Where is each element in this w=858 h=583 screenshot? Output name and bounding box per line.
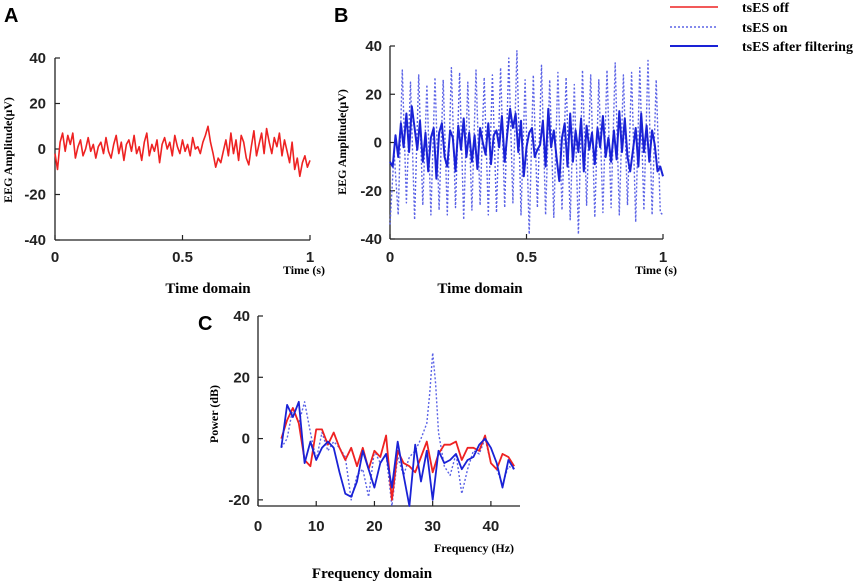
panel-caption: Frequency domain — [312, 566, 433, 582]
x-tick-label: 1 — [659, 249, 667, 266]
legend-label-filtered: tsES after filtering — [742, 40, 853, 55]
y-tick-label: -20 — [228, 492, 250, 509]
x-axis-label: Time (s) — [635, 263, 677, 277]
y-tick-label: 40 — [233, 308, 250, 325]
y-tick-label: 40 — [29, 50, 46, 67]
panel-a-time-domain: 0 0.5 1 40 20 0 -20 -40 Time (s) EEG Amplitude(μV… — [1, 50, 325, 297]
panel-caption: Time domain — [437, 281, 523, 297]
y-tick-label: 0 — [242, 431, 250, 448]
panel-label-a: A — [4, 5, 18, 27]
x-axis-label: Time (s) — [283, 263, 325, 277]
panel-b-time-domain: 0 0.5 1 40 20 0 -20 -40 Time (s) EEG Amplitude(μV… — [335, 38, 677, 297]
y-tick-label: 20 — [29, 96, 46, 113]
x-tick-label: 1 — [306, 249, 314, 266]
x-axis-label: Frequency (Hz) — [434, 541, 514, 555]
series-line-off — [54, 125, 311, 178]
y-tick-label: 0 — [38, 141, 46, 158]
legend-label-off: tsES off — [742, 1, 789, 16]
panel-caption: Time domain — [165, 281, 251, 297]
series-line-on — [280, 352, 515, 507]
panel-label-b: B — [334, 5, 348, 27]
y-axis-label: EEG Amplitude(μV) — [1, 97, 15, 203]
y-tick-label: 20 — [233, 369, 250, 386]
y-tick-label: -40 — [360, 231, 382, 248]
series-line-off — [280, 406, 515, 501]
series-line-filtered — [280, 400, 515, 507]
y-tick-label: -20 — [24, 187, 46, 204]
panel-label-c: C — [198, 313, 212, 335]
x-tick-label: 10 — [308, 518, 325, 535]
x-tick-label: 40 — [483, 518, 500, 535]
x-tick-label: 20 — [366, 518, 383, 535]
y-axis-label: Power (dB) — [207, 385, 221, 443]
x-tick-label: 30 — [424, 518, 441, 535]
x-tick-label: 0 — [51, 249, 59, 266]
series-line-filtered — [389, 105, 664, 183]
y-axis-label: EEG Amplitude(μV) — [335, 89, 349, 195]
legend: tsES off tsES on tsES after filtering — [670, 1, 853, 55]
y-tick-label: 0 — [374, 135, 382, 152]
y-tick-label: 20 — [365, 86, 382, 103]
x-tick-label: 0.5 — [172, 249, 193, 266]
legend-label-on: tsES on — [742, 21, 788, 36]
x-tick-label: 0 — [386, 249, 394, 266]
y-tick-label: 40 — [365, 38, 382, 55]
y-tick-label: -40 — [24, 232, 46, 249]
series-line-on — [389, 50, 664, 235]
x-tick-label: 0 — [254, 518, 262, 535]
y-tick-label: -20 — [360, 183, 382, 200]
x-tick-label: 0.5 — [516, 249, 537, 266]
